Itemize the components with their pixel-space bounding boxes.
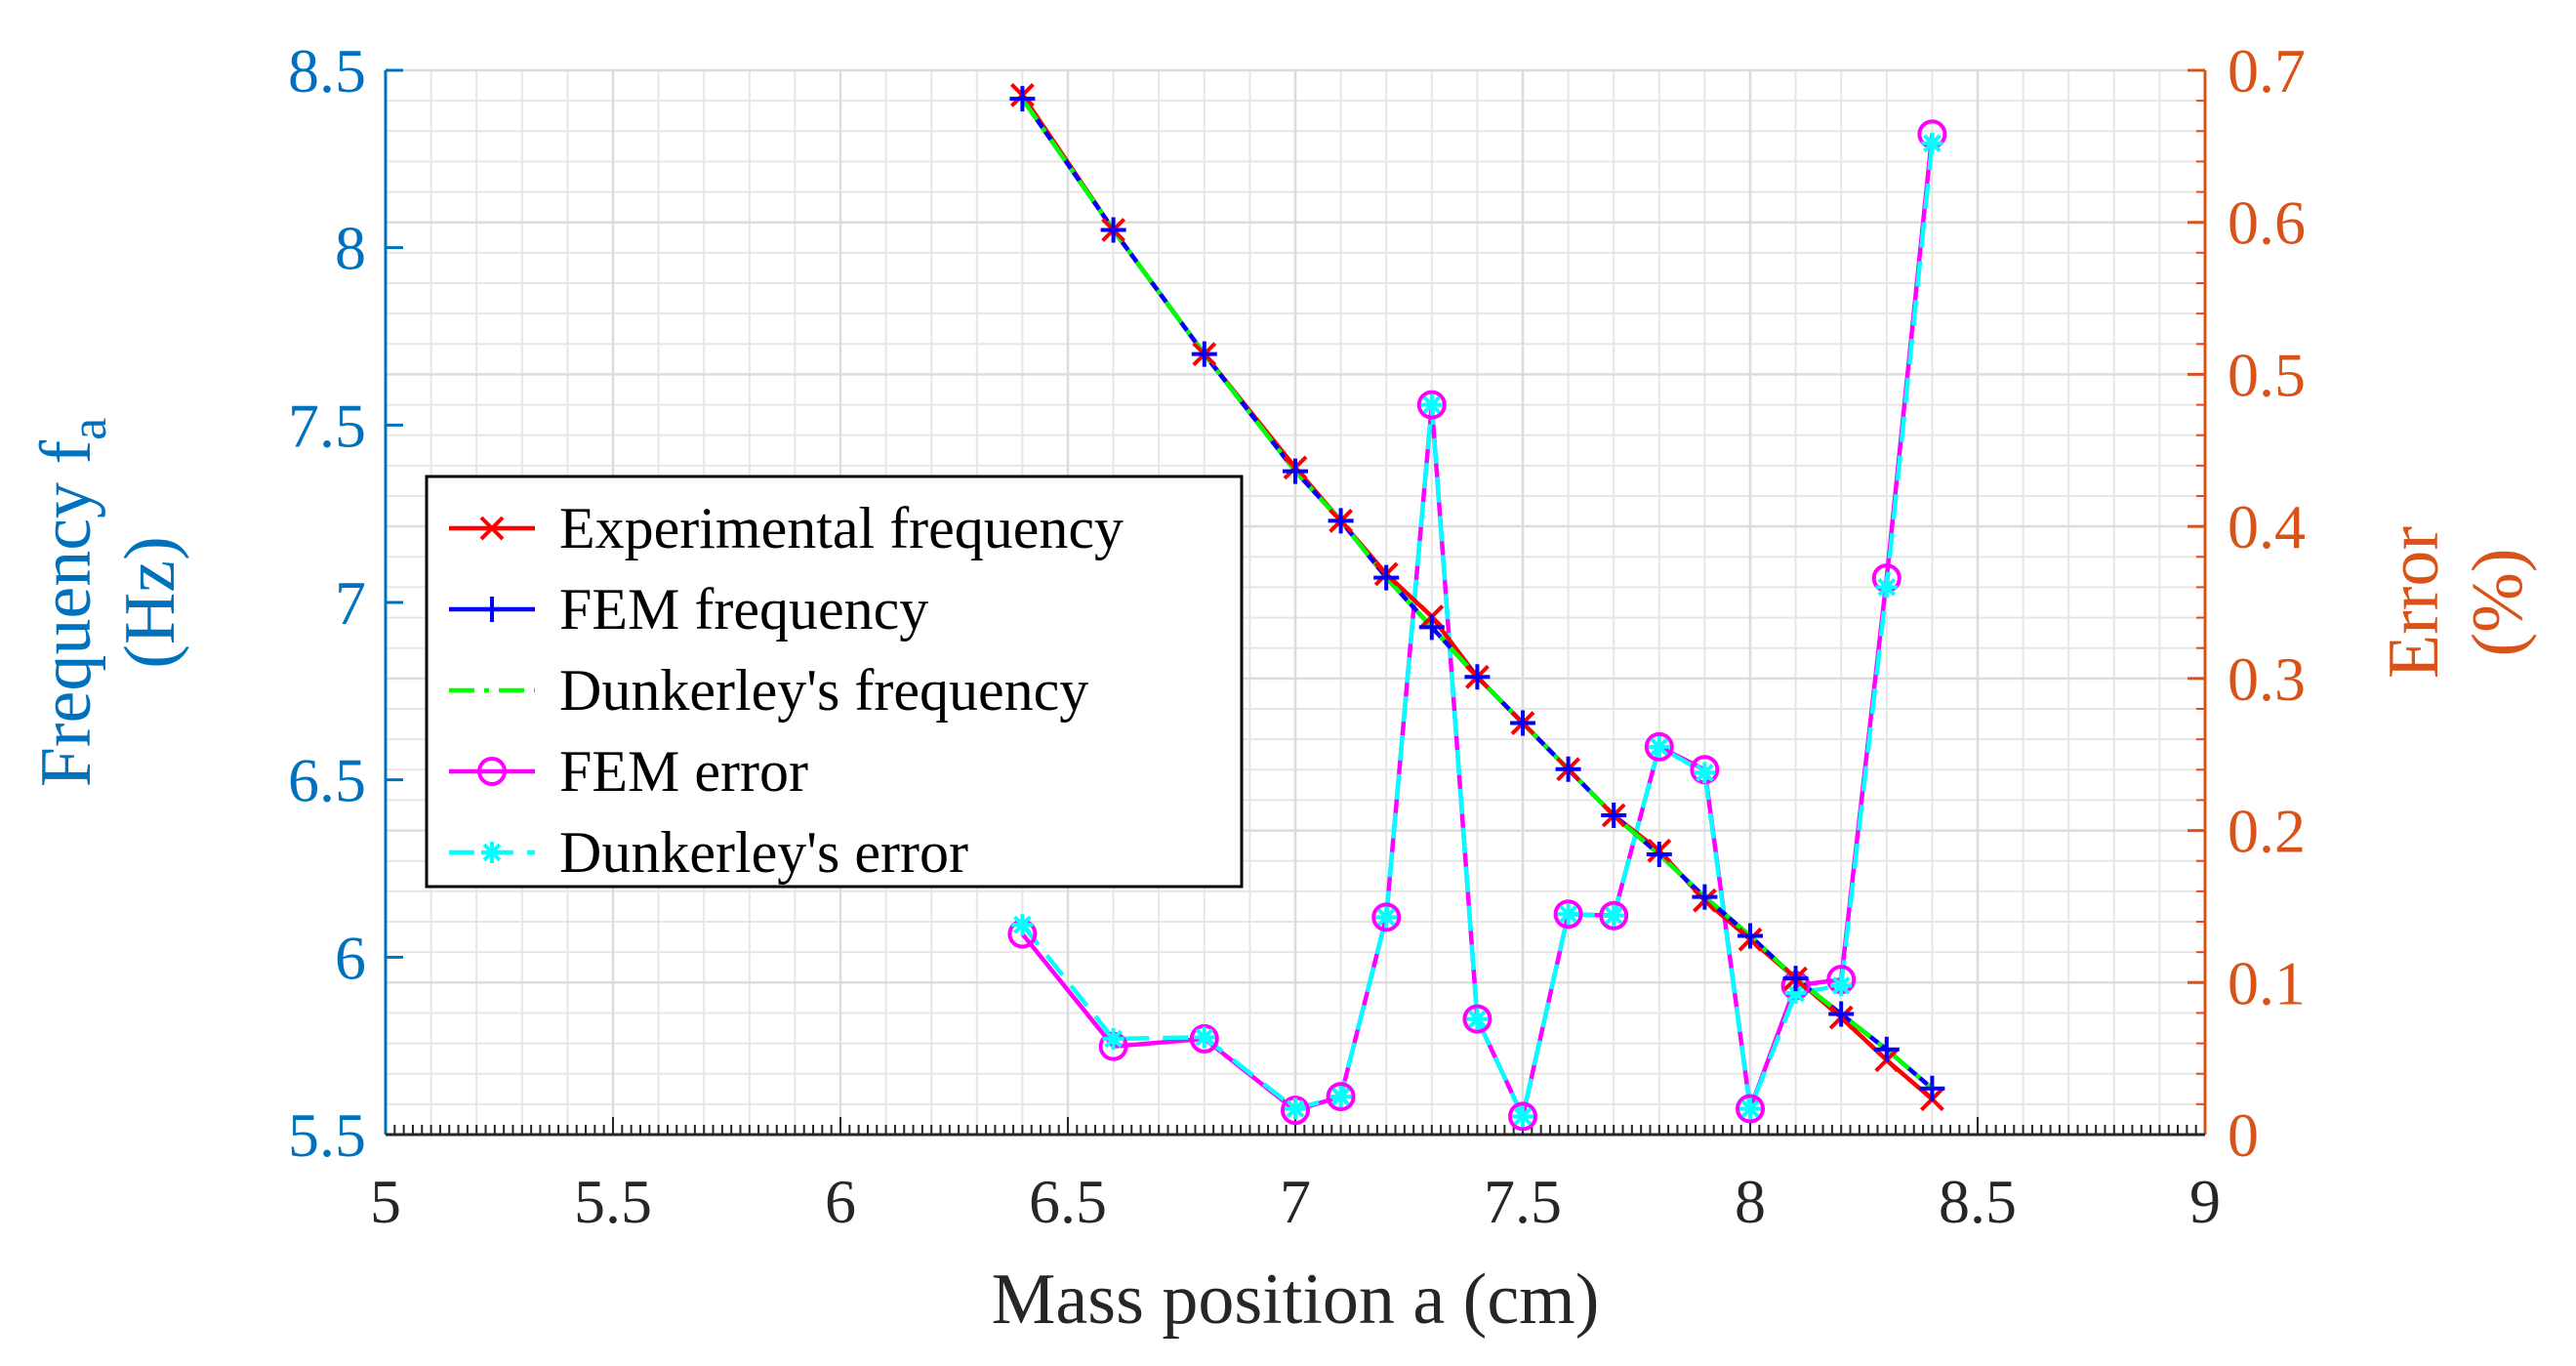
series-markers [1007,83,1947,1132]
y-left-label-line1: Frequency f [26,439,106,787]
legend: Experimental frequency FEM frequency Dunke… [425,475,1244,889]
y-right-tick-label: 0.5 [2228,340,2306,409]
x-tick-label: 6.5 [1029,1167,1107,1236]
y-right-tick-label: 0 [2228,1100,2259,1170]
fem-frequency-marker [1919,1075,1945,1101]
dunkerley-s-error-marker [1375,906,1398,929]
legend-box [425,475,1244,889]
fem-frequency-marker [1692,884,1718,910]
legend-dunkerley-s-frequency-label: Dunkerley's frequency [559,658,1088,723]
fem-frequency-marker [1418,614,1445,641]
x-tick-label: 5 [370,1167,401,1236]
y-left-tick-label: 6 [335,923,366,992]
fem-error-marker [1326,1082,1356,1112]
x-tick-label: 8.5 [1939,1167,2017,1236]
fem-error-marker [1189,1023,1219,1054]
fem-error-marker [1416,390,1447,420]
y-left-tick-label: 8 [335,214,366,283]
legend-experimental-frequency-marker [479,516,505,541]
y-right-tick-label: 0.6 [2228,188,2306,258]
y-left-tick-label: 7 [335,568,366,638]
fem-frequency-marker [1373,564,1400,591]
dunkerley-s-error-marker [1784,982,1807,1005]
dunkerley-s-error-marker [1557,903,1579,926]
fem-frequency-marker [1283,458,1308,484]
fem-error-marker [1371,902,1402,932]
dunkerley-s-error-marker [1285,1097,1306,1120]
legend-fem-error-marker [477,757,507,786]
legend-items: Experimental frequency FEM frequency Dunke… [449,496,1124,885]
y-right-tick-label: 0.2 [2228,797,2306,866]
y-left-tick-label: 5.5 [288,1100,366,1170]
svg-text:Frequency fa: Frequency fa [26,418,117,788]
fem-frequency-marker [1782,966,1809,992]
dunkerley-s-error-marker [1603,904,1625,927]
axes [384,68,2207,1137]
fem-frequency-marker [1828,1001,1855,1027]
y-right-tick-label: 0.1 [2228,948,2306,1017]
fem-frequency-marker [1555,756,1581,782]
y-right-tick-label: 0.7 [2228,36,2306,105]
fem-frequency-marker [1873,1036,1900,1062]
tick-labels: 5 5.5 6 6.5 7 7.5 8 8.5 900.10.20.30.40.50.60.75… [288,36,2306,1236]
fem-frequency-marker [1510,710,1535,736]
fem-frequency-marker [1738,923,1763,949]
fem-error-marker [1599,900,1629,931]
fem-error-marker [1553,899,1583,930]
dunkerley-s-error-marker [1875,576,1898,599]
y-right-label-line2: (%) [2458,549,2538,657]
fem-frequency-marker [1601,803,1627,828]
dunkerley-s-error-marker [1466,1008,1489,1030]
y-axis-left-label: Frequency fa (Hz) [26,418,190,788]
legend-dunkerley-s-error-marker [481,842,503,863]
x-axis-label: Mass position a (cm) [992,1260,1600,1340]
dunkerley-s-error-marker [1830,974,1853,997]
x-tick-label: 6 [825,1167,856,1236]
dunkerley-s-error-marker [1648,735,1670,758]
x-tick-label: 5.5 [574,1167,652,1236]
y-right-tick-label: 0.4 [2228,492,2306,561]
dunkerley-s-error-marker [1011,914,1034,936]
legend-experimental-frequency-label: Experimental frequency [559,496,1124,560]
dunkerley-s-error-marker [1329,1086,1352,1108]
x-tick-label: 7.5 [1484,1167,1562,1236]
fem-frequency-marker [1464,664,1491,690]
y-left-tick-label: 7.5 [288,391,366,460]
x-tick-label: 9 [2189,1167,2221,1236]
y-right-label-line1: Error [2374,526,2454,679]
y-left-label-line2: (Hz) [110,536,190,669]
legend-fem-frequency-label: FEM frequency [559,577,928,642]
fem-error-marker [1644,731,1674,762]
legend-dunkerley-s-error-label: Dunkerley's error [559,820,968,885]
dunkerley-s-error-marker [1512,1105,1533,1128]
fem-error-marker [1736,1094,1765,1124]
y-right-tick-label: 0.3 [2228,644,2306,714]
dunkerley-s-error-marker [1102,1027,1124,1050]
fem-error-marker [1508,1101,1537,1132]
dunkerley-s-error-marker [1739,1097,1761,1120]
fem-frequency-marker [1328,508,1354,534]
fem-frequency-marker [1191,341,1217,367]
legend-fem-frequency-marker [479,597,505,622]
y-left-tick-label: 6.5 [288,746,366,815]
fem-frequency-marker [1646,841,1672,867]
dunkerley-s-error-marker [1420,393,1443,416]
dunkerley-s-error-marker [1694,762,1716,784]
fem-error-marker [1281,1096,1310,1126]
y-left-label-subscript: a [61,418,117,440]
fem-frequency-marker [1100,217,1126,243]
dunkerley-s-error-marker [1921,132,1943,154]
y-left-tick-label: 8.5 [288,36,366,105]
y-axis-right-label: Error (%) [2374,526,2538,679]
legend-fem-error-label: FEM error [559,739,808,804]
x-tick-label: 8 [1735,1167,1766,1236]
fem-error-marker [1462,1004,1492,1034]
fem-frequency-marker [1009,86,1036,112]
x-tick-label: 7 [1280,1167,1311,1236]
dunkerley-s-error-marker [1193,1026,1215,1049]
